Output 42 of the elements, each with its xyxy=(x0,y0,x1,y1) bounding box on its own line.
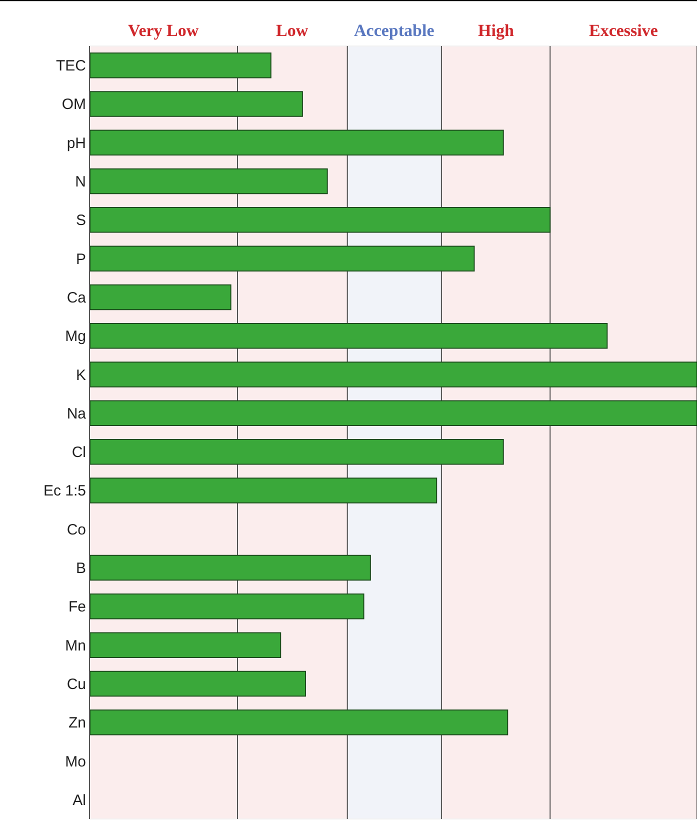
y-tick-label: Mn xyxy=(65,637,86,654)
bar xyxy=(90,91,303,117)
y-tick-label: N xyxy=(75,174,86,191)
bar xyxy=(90,207,551,233)
band-label: Very Low xyxy=(128,21,200,40)
y-tick-label: Ec 1:5 xyxy=(43,482,86,500)
y-tick-label: Ca xyxy=(66,289,87,306)
bar xyxy=(90,594,364,620)
bar xyxy=(90,52,272,78)
y-tick-label: Al xyxy=(72,792,86,809)
y-tick-label: TEC xyxy=(56,58,86,75)
y-tick-label: Mo xyxy=(65,753,86,770)
band-label: Low xyxy=(276,21,309,40)
y-tick-label: K xyxy=(76,366,86,384)
bar xyxy=(90,670,306,697)
y-tick-label: OM xyxy=(62,96,86,114)
y-tick-label: Na xyxy=(66,405,87,422)
y-tick-label: Fe xyxy=(68,598,86,616)
bar xyxy=(90,246,475,272)
y-tick-label: Mg xyxy=(65,328,86,346)
bar xyxy=(90,632,282,658)
bar xyxy=(90,554,371,581)
y-tick-label: Co xyxy=(66,521,86,538)
bar xyxy=(90,362,697,388)
band-label: Excessive xyxy=(589,21,658,40)
bar xyxy=(90,168,328,194)
y-tick-label: S xyxy=(76,212,86,230)
bar xyxy=(90,400,697,426)
y-tick-label: P xyxy=(76,250,86,268)
band-label: High xyxy=(478,21,514,40)
y-tick-label: B xyxy=(76,560,86,578)
y-tick-label: Zn xyxy=(68,714,86,732)
y-tick-label: Cl xyxy=(72,444,86,462)
bar xyxy=(90,710,508,736)
bar xyxy=(90,478,438,504)
bar xyxy=(90,323,608,349)
bar xyxy=(90,284,232,310)
y-tick-label: Cu xyxy=(66,676,86,693)
bar xyxy=(90,438,504,465)
band-label: Acceptable xyxy=(354,21,435,40)
bar xyxy=(90,130,504,156)
y-tick-label: pH xyxy=(66,134,86,152)
